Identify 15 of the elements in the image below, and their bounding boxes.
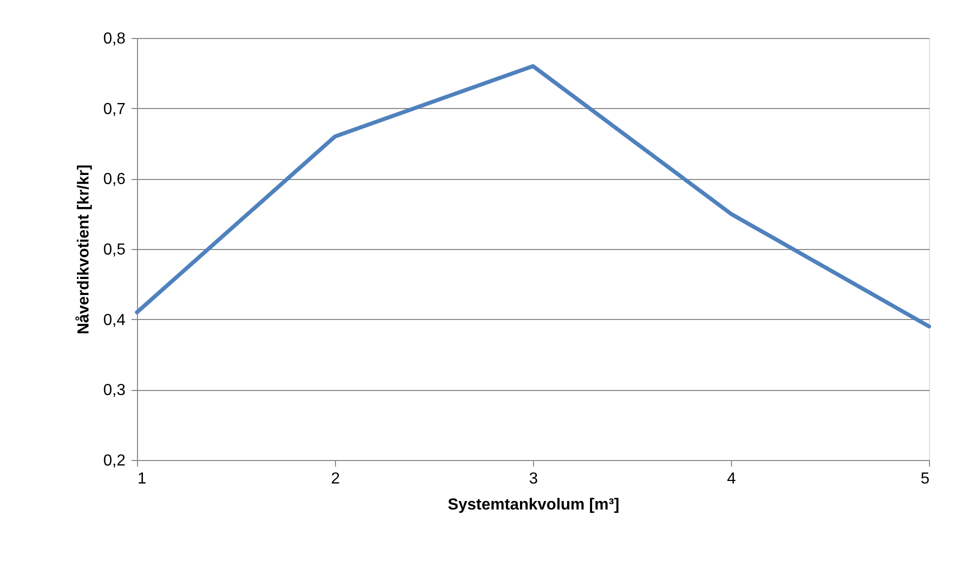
y-tick-label: 0,6 [103, 171, 126, 188]
x-axis-title: Systemtankvolum [m³] [448, 496, 620, 514]
line-series [135, 64, 931, 328]
x-tick-label: 3 [529, 470, 538, 488]
y-tick-label: 0,4 [103, 312, 126, 329]
y-axis-title: Nåverdikvotient [kr/kr] [74, 164, 92, 334]
x-tick-label: 5 [920, 470, 930, 488]
y-tick-label: 0,3 [103, 382, 126, 400]
y-tick-label: 0,7 [103, 100, 126, 118]
x-tick-label: 2 [331, 470, 340, 488]
x-tick-label: 4 [727, 470, 736, 488]
y-tick-label: 0,8 [103, 30, 126, 48]
y-tick-label: 0,2 [103, 452, 126, 470]
x-tick-label: 1 [138, 470, 146, 488]
y-tick-label: 0,5 [103, 242, 126, 258]
